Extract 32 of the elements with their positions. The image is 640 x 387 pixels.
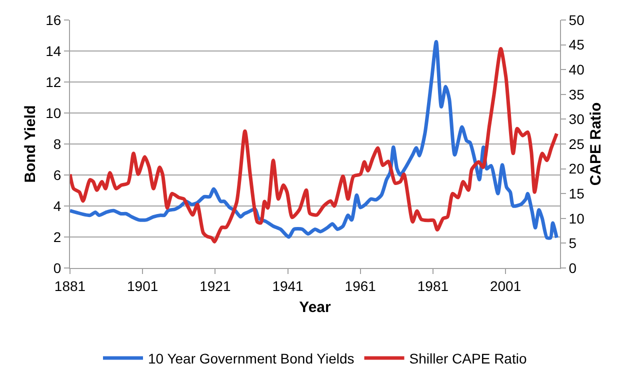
y2-tick-label: 45 — [568, 36, 585, 53]
y2-tick-label: 20 — [568, 160, 585, 177]
y-tick-label: 8 — [53, 136, 62, 152]
legend-label: Shiller CAPE Ratio — [409, 350, 527, 366]
y-tick-label: 0 — [53, 260, 62, 276]
y2-tick-label: 50 — [568, 12, 585, 28]
y2-tick-label: 40 — [568, 62, 585, 78]
legend-label: 10 Year Government Bond Yields — [148, 350, 354, 366]
y-tick-label: 2 — [53, 228, 62, 245]
y2-tick-label: 10 — [568, 210, 585, 226]
y-tick-label: 14 — [46, 42, 62, 59]
y2-tick-label: 0 — [568, 260, 577, 276]
x-tick-label: 2001 — [490, 278, 522, 294]
y2-tick-label: 25 — [568, 136, 585, 152]
y2-axis-title: CAPE Ratio — [588, 102, 605, 186]
x-axis-title: Year — [299, 298, 332, 316]
x-tick-label: 1961 — [344, 278, 376, 294]
y2-tick-label: 5 — [568, 235, 577, 252]
y2-tick-label: 35 — [568, 86, 585, 102]
y-tick-label: 12 — [46, 74, 62, 90]
y-tick-label: 6 — [53, 166, 62, 183]
x-tick-label: 1941 — [272, 278, 304, 294]
x-tick-label: 1921 — [200, 278, 231, 294]
x-tick-label: 1901 — [127, 278, 158, 294]
y-tick-label: 10 — [46, 104, 62, 121]
y2-tick-label: 15 — [568, 186, 585, 202]
y-tick-label: 16 — [46, 12, 62, 28]
y2-tick-label: 30 — [568, 111, 585, 128]
x-tick-label: 1981 — [417, 278, 449, 294]
x-tick-label: 1881 — [54, 278, 86, 294]
y-axis-title: Bond Yield — [22, 105, 39, 183]
y-tick-label: 4 — [53, 198, 62, 214]
